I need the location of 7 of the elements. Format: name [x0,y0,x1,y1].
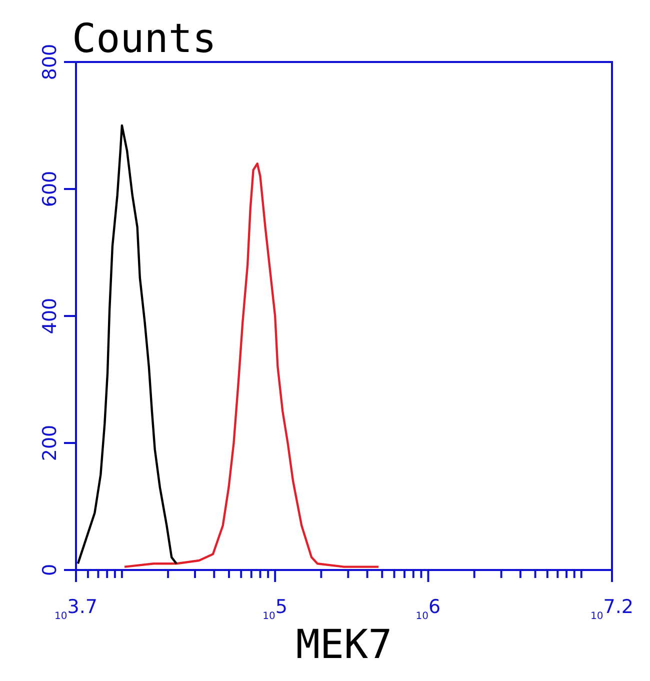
y-tick-label: 400 [39,298,61,334]
y-tick-label: 0 [39,564,61,576]
y-tick-label: 800 [39,44,61,80]
x-axis-title: MEK7 [296,622,392,668]
y-tick-label: 200 [39,424,61,462]
chart-title: Counts [72,16,216,62]
y-tick-label: 600 [39,170,61,208]
